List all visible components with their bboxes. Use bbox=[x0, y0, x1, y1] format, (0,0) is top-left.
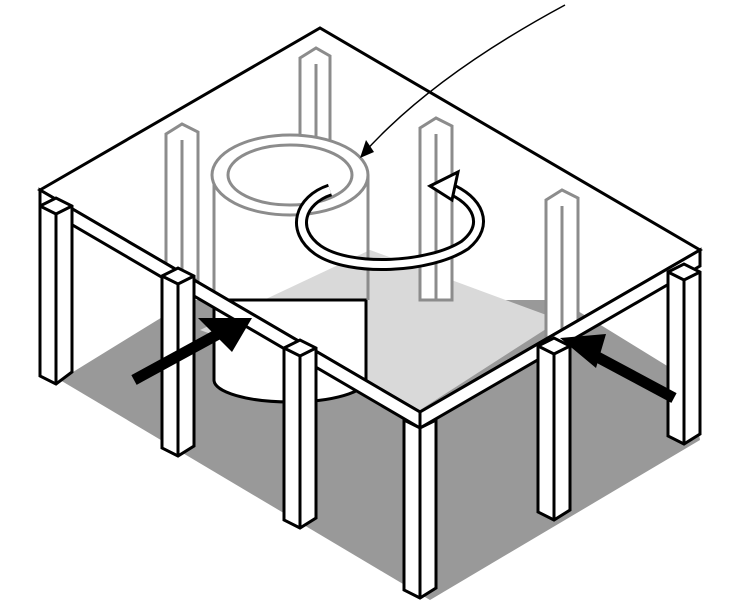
leader-arrowhead bbox=[360, 140, 374, 158]
column-back-3 bbox=[418, 116, 454, 302]
force-arrow-left bbox=[131, 318, 252, 385]
column-front-3 bbox=[282, 338, 318, 530]
column-front-left-corner bbox=[38, 196, 74, 386]
ground-shadow-light bbox=[200, 250, 560, 410]
column-back-4 bbox=[544, 188, 580, 342]
force-arrow-right bbox=[560, 334, 677, 403]
core-ring-inner bbox=[226, 143, 354, 207]
leader-line bbox=[361, 4, 566, 156]
column-back-2 bbox=[164, 122, 200, 282]
column-right-corner bbox=[666, 262, 702, 446]
column-right-2 bbox=[536, 336, 572, 522]
core-ring-outer bbox=[210, 133, 370, 217]
column-front-corner bbox=[402, 417, 438, 600]
front-columns bbox=[38, 196, 702, 600]
rotation-arrow-icon bbox=[295, 169, 485, 272]
